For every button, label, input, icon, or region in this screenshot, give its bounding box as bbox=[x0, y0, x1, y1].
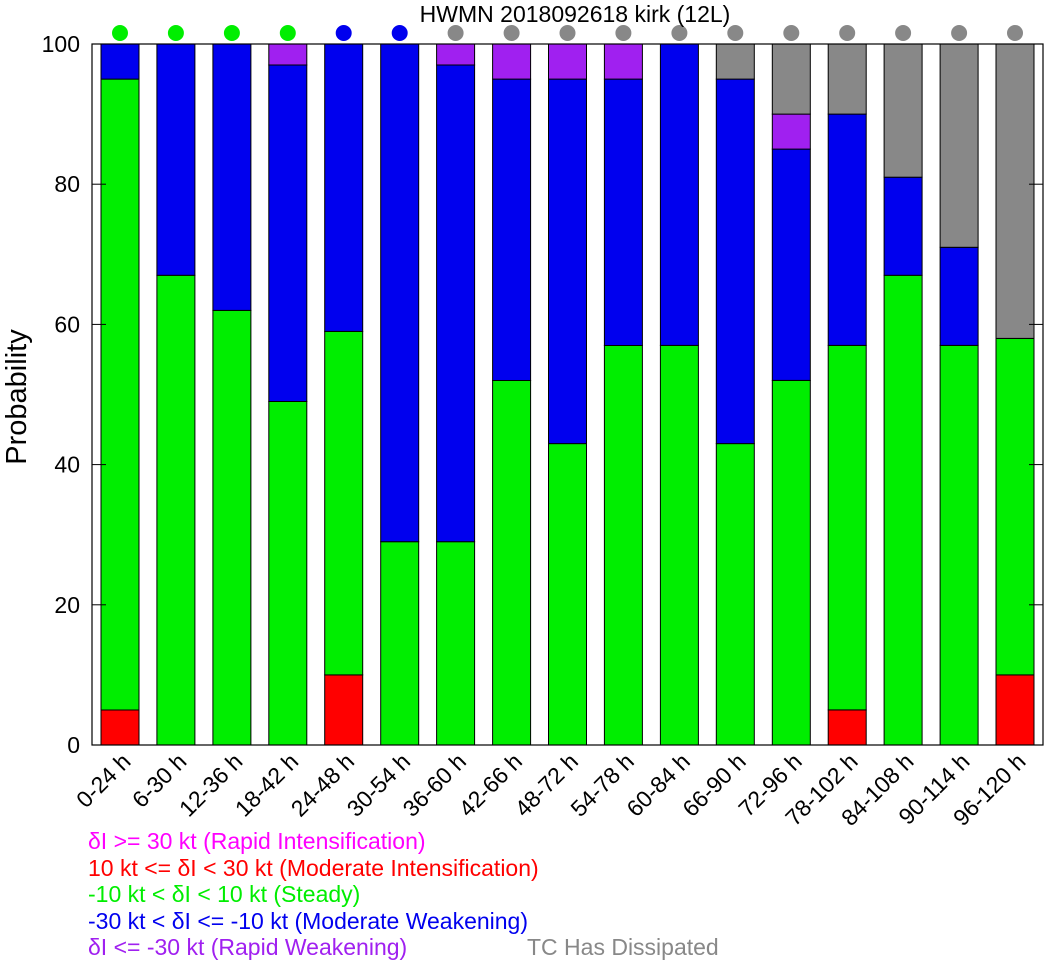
top-dot bbox=[503, 25, 520, 41]
bar-segment bbox=[771, 380, 811, 746]
bar-segment bbox=[659, 43, 699, 346]
bar-segment bbox=[492, 380, 532, 746]
legend-moderate-weakening: -30 kt < δI <= -10 kt (Moderate Weakenin… bbox=[88, 907, 529, 934]
legend-rapid-weakening: δI <= -30 kt (Rapid Weakening) bbox=[88, 934, 408, 960]
bar-segment bbox=[939, 246, 979, 346]
bar-segment bbox=[603, 344, 643, 746]
chart-title: HWMN 2018092618 kirk (12L) bbox=[420, 1, 731, 27]
bar-segment bbox=[883, 176, 923, 276]
top-dot bbox=[839, 25, 856, 41]
bar-segment bbox=[603, 43, 643, 80]
top-dot bbox=[112, 25, 128, 41]
bar-segment bbox=[436, 541, 476, 746]
top-dot bbox=[335, 25, 352, 41]
legend-tc-dissipated: TC Has Dissipated bbox=[527, 934, 719, 960]
x-axis: 0-24 h6-30 h12-36 h18-42 h24-48 h30-54 h… bbox=[71, 748, 1031, 831]
bar-segment bbox=[212, 309, 252, 746]
top-dot bbox=[279, 25, 296, 41]
bar-segment bbox=[324, 330, 364, 676]
bar-segment bbox=[380, 43, 420, 543]
top-dots bbox=[112, 25, 1023, 41]
bar-segment bbox=[995, 674, 1035, 746]
top-dot bbox=[167, 25, 184, 41]
bar-segment bbox=[156, 43, 196, 276]
bar-segment bbox=[324, 674, 364, 746]
bar-segment bbox=[100, 709, 140, 746]
bar-segment bbox=[100, 43, 140, 80]
bar-segment bbox=[436, 64, 476, 543]
plot-frame bbox=[91, 43, 1044, 746]
bar-segment bbox=[939, 344, 979, 746]
top-dot bbox=[895, 25, 912, 41]
bar-segment bbox=[548, 443, 587, 746]
bar-segment bbox=[548, 43, 587, 80]
top-dot bbox=[783, 25, 800, 41]
bar-segment bbox=[827, 709, 867, 746]
bar-segment bbox=[603, 78, 643, 346]
legend: δI >= 30 kt (Rapid Intensification) 10 k… bbox=[88, 828, 539, 961]
y-axis: 0 20 40 60 80 100 bbox=[42, 31, 1043, 758]
bar-segment bbox=[715, 78, 755, 445]
bar-segment bbox=[436, 43, 476, 66]
bar-segment bbox=[827, 344, 867, 711]
bar-segment bbox=[268, 43, 308, 66]
bar-segment bbox=[268, 401, 308, 746]
bar-segment bbox=[883, 43, 923, 178]
top-dot bbox=[615, 25, 632, 41]
bar-segment bbox=[771, 148, 811, 381]
bar-segment bbox=[883, 274, 923, 746]
y-tick-label: 40 bbox=[54, 452, 80, 478]
bars-layer bbox=[100, 43, 1035, 746]
top-dot bbox=[671, 25, 688, 41]
legend-moderate-intensification: 10 kt <= δI < 30 kt (Moderate Intensific… bbox=[88, 854, 539, 881]
x-tick-label: 0-24 h bbox=[71, 748, 136, 813]
top-dot bbox=[223, 25, 240, 41]
bar-segment bbox=[995, 43, 1035, 339]
bar-segment bbox=[939, 43, 979, 248]
top-dot bbox=[727, 25, 744, 41]
top-dot bbox=[951, 25, 968, 41]
bar-segment bbox=[492, 78, 532, 381]
bar-segment bbox=[771, 113, 811, 150]
bar-segment bbox=[827, 113, 867, 346]
legend-steady: -10 kt < δI < 10 kt (Steady) bbox=[88, 881, 361, 907]
top-dot bbox=[447, 25, 464, 41]
y-tick-label: 100 bbox=[42, 31, 80, 57]
bar-segment bbox=[156, 274, 196, 746]
y-tick-label: 0 bbox=[67, 732, 80, 758]
bar-segment bbox=[492, 43, 532, 80]
bar-segment bbox=[715, 443, 755, 746]
bar-segment bbox=[995, 337, 1035, 676]
bar-segment bbox=[324, 43, 364, 332]
top-dot bbox=[559, 25, 576, 41]
bar-segment bbox=[827, 43, 867, 115]
bar-segment bbox=[212, 43, 252, 311]
top-dot bbox=[1007, 25, 1023, 41]
bar-segment bbox=[268, 64, 308, 402]
bar-segment bbox=[715, 43, 755, 80]
bar-segment bbox=[771, 43, 811, 115]
y-tick-label: 60 bbox=[54, 311, 80, 337]
bar-segment bbox=[548, 78, 587, 445]
y-axis-label: Probability bbox=[1, 329, 33, 465]
bar-segment bbox=[100, 78, 140, 711]
top-dot bbox=[391, 25, 408, 41]
y-tick-label: 20 bbox=[54, 592, 80, 618]
bar-segment bbox=[659, 344, 699, 746]
y-tick-label: 80 bbox=[54, 171, 80, 197]
legend-rapid-intensification: δI >= 30 kt (Rapid Intensification) bbox=[88, 828, 426, 854]
bar-segment bbox=[380, 541, 420, 746]
